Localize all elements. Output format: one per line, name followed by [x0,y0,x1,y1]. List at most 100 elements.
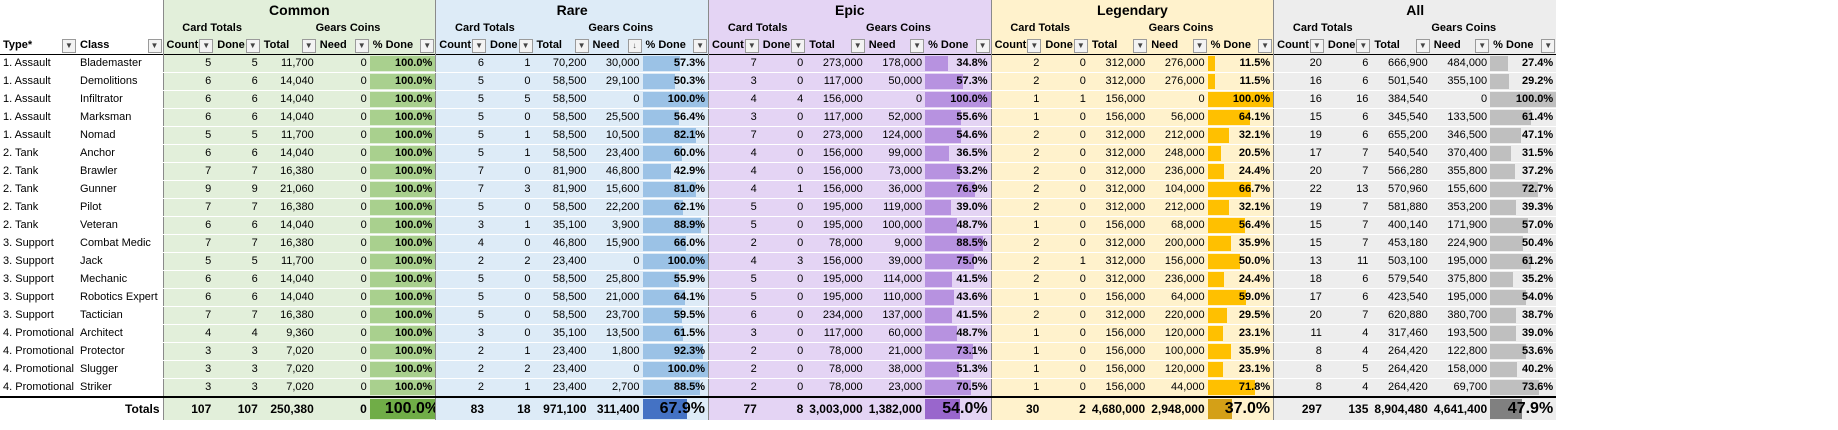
all-count-header[interactable]: Count ▼ [1273,37,1325,55]
epic-count-header-label: Count [712,39,744,51]
pct-done-cell: 59.0% [1207,288,1274,307]
pct-done-value: 31.5% [1521,147,1554,159]
common-need-header[interactable]: Need ▼ [316,37,370,55]
epic-total-header[interactable]: Total ▼ [806,37,866,55]
need-cell: 2,700 [589,378,643,397]
table-row[interactable]: 1. AssaultMarksman6614,0400✓100.0%5058,5… [0,108,1557,127]
table-row[interactable]: 2. TankBrawler7716,3800✓100.0%7081,90046… [0,162,1557,181]
need-cell: 30,000 [589,54,643,73]
progress-bar-fill [369,92,436,107]
dropdown-arrow-icon[interactable]: ▼ [693,39,708,53]
table-row[interactable]: 4. PromotionalArchitect449,3600✓100.0%30… [0,324,1557,343]
dropdown-arrow-icon[interactable]: ▼ [1309,39,1324,53]
total-done-cell: 8 [759,396,807,420]
table-row[interactable]: 1. AssaultBlademaster5511,7000✓100.0%617… [0,54,1557,73]
dropdown-arrow-icon[interactable]: ▼ [354,39,369,53]
type-cell: 2. Tank [3,219,39,231]
common-pct-header[interactable]: % Done ▼ [369,37,436,55]
dropdown-arrow-icon[interactable]: ▼ [1475,39,1490,53]
dropdown-arrow-icon[interactable]: ▼ [472,39,487,53]
dropdown-arrow-icon[interactable]: ▼ [1133,39,1148,53]
table-row[interactable]: 3. SupportJack5511,7000✓100.0%2223,4000✓… [0,252,1557,271]
leg-need-header[interactable]: Need ▼ [1148,37,1208,55]
dropdown-arrow-icon[interactable]: ▼ [1415,39,1430,53]
class-column-header[interactable]: Class ▼ [77,37,163,55]
pct-done-value: 100.0% [394,219,433,231]
total-cell: 384,540 [1371,90,1431,109]
done-cell: 0 [759,144,807,163]
leg-done-header[interactable]: Done ▼ [1042,37,1089,55]
count-cell: 4 [708,180,760,199]
rare-count-header[interactable]: Count ▼ [435,37,488,55]
dropdown-arrow-icon[interactable]: ▼ [975,39,990,53]
total-cell: 7,020 [260,342,317,361]
epic-done-header[interactable]: Done ▼ [759,37,807,55]
table-row[interactable]: 3. SupportTactician7716,3800✓100.0%5058,… [0,306,1557,325]
all-need-header[interactable]: Need ▼ [1430,37,1491,55]
rare-done-header[interactable]: Done ▼ [487,37,534,55]
dropdown-arrow-icon[interactable]: ▼ [147,39,162,53]
all-done-header[interactable]: Done ▼ [1324,37,1372,55]
dropdown-arrow-icon[interactable]: ▼ [1258,39,1273,53]
total-cell: 14,040 [260,216,317,235]
dropdown-arrow-icon[interactable]: ▼ [1541,39,1556,53]
table-row[interactable]: 1. AssaultNomad5511,7000✓100.0%5158,5001… [0,126,1557,145]
dropdown-arrow-icon[interactable]: ▼ [791,39,806,53]
table-row[interactable]: 2. TankGunner9921,0600✓100.0%7381,90015,… [0,180,1557,199]
rare-pct-header[interactable]: % Done ▼ [642,37,709,55]
rare-total-header[interactable]: Total ▼ [533,37,590,55]
dropdown-arrow-icon[interactable]: ▼ [850,39,865,53]
dropdown-arrow-icon[interactable]: ▼ [518,39,533,53]
common-count-header[interactable]: Count ▼ [162,37,215,55]
dropdown-arrow-icon[interactable]: ▼ [62,39,76,53]
dropdown-arrow-icon[interactable]: ▼ [245,39,260,53]
need-cell: 236,000 [1148,162,1208,181]
pct-done-value: 88.9% [673,219,706,231]
need-cell: 44,000 [1148,378,1208,397]
pct-done-cell: 50.3% [642,72,709,91]
table-row[interactable]: 1. AssaultInfiltrator6614,0400✓100.0%555… [0,90,1557,109]
need-cell: 0 [316,72,370,91]
table-row[interactable]: 4. PromotionalStriker337,0200✓100.0%2123… [0,378,1557,397]
table-row[interactable]: 2. TankAnchor6614,0400✓100.0%5158,50023,… [0,144,1557,163]
sort-desc-icon[interactable]: ↓ [627,39,642,53]
dropdown-arrow-icon[interactable]: ▼ [574,39,589,53]
total-cell: 312,000 [1088,252,1149,271]
dropdown-arrow-icon[interactable]: ▼ [744,39,759,53]
leg-count-header[interactable]: Count ▼ [990,37,1043,55]
leg-total-header[interactable]: Total ▼ [1088,37,1149,55]
common-total-header[interactable]: Total ▼ [260,37,317,55]
table-row[interactable]: 3. SupportMechanic6614,0400✓100.0%5058,5… [0,270,1557,289]
type-cell: 4. Promotional [3,363,74,375]
progress-bar-fill [1490,92,1557,107]
table-row[interactable]: 2. TankVeteran6614,0400✓100.0%3135,1003,… [0,216,1557,235]
epic-count-header[interactable]: Count ▼ [708,37,760,55]
all-pct-header[interactable]: % Done ▼ [1490,37,1557,55]
done-cell: 0 [759,324,807,343]
epic-need-header[interactable]: Need ▼ [865,37,926,55]
all-total-header[interactable]: Total ▼ [1371,37,1431,55]
dropdown-arrow-icon[interactable]: ▼ [199,39,214,53]
type-column-header[interactable]: Type* ▼ [0,37,77,55]
dropdown-arrow-icon[interactable]: ▼ [1356,39,1371,53]
dropdown-arrow-icon[interactable]: ▼ [1073,39,1088,53]
table-row[interactable]: 1. AssaultDemolitions6614,0400✓100.0%505… [0,72,1557,91]
table-row[interactable]: 2. TankPilot7716,3800✓100.0%5058,50022,2… [0,198,1557,217]
rare-need-header[interactable]: Need ↓ [589,37,643,55]
progress-bar-fill [369,182,436,197]
common-done-header[interactable]: Done ▼ [214,37,261,55]
total-cell: 78,000 [806,234,866,253]
dropdown-arrow-icon[interactable]: ▼ [420,39,435,53]
epic-pct-header[interactable]: % Done ▼ [925,37,992,55]
dropdown-arrow-icon[interactable]: ▼ [910,39,925,53]
leg-pct-header[interactable]: % Done ▼ [1207,37,1274,55]
table-row[interactable]: 4. PromotionalSlugger337,0200✓100.0%2223… [0,360,1557,379]
dropdown-arrow-icon[interactable]: ▼ [1192,39,1207,53]
done-cell: 1 [487,342,534,361]
dropdown-arrow-icon[interactable]: ▼ [1027,39,1042,53]
table-row[interactable]: 4. PromotionalProtector337,0200✓100.0%21… [0,342,1557,361]
dropdown-arrow-icon[interactable]: ▼ [301,39,316,53]
done-cell: 0 [487,198,534,217]
